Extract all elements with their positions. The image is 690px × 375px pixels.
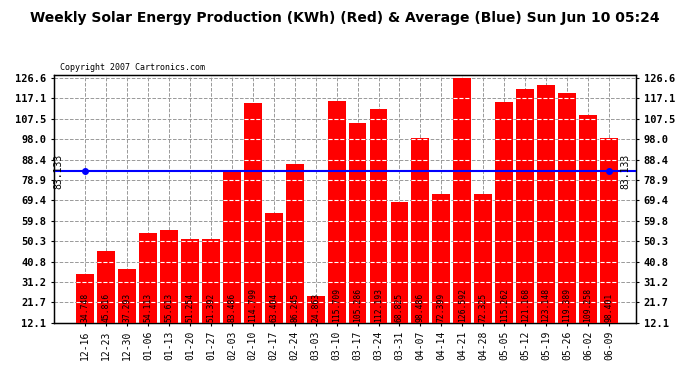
Bar (391, 201, 408, 323)
Bar (160, 230, 178, 323)
Text: Copyright 2007 Cartronics.com: Copyright 2007 Cartronics.com (60, 63, 205, 72)
Text: 54.113: 54.113 (144, 293, 152, 322)
Text: 72.325: 72.325 (479, 293, 488, 322)
Text: 63.404: 63.404 (269, 293, 278, 322)
Text: 105.286: 105.286 (353, 288, 362, 322)
Bar (474, 194, 492, 323)
Text: 72.399: 72.399 (437, 293, 446, 322)
Bar (579, 115, 597, 323)
Bar (558, 93, 576, 323)
Bar (600, 138, 618, 323)
Text: 45.816: 45.816 (101, 293, 111, 322)
Bar (139, 233, 157, 323)
Text: 86.245: 86.245 (290, 293, 299, 322)
Text: Weekly Solar Energy Production (KWh) (Red) & Average (Blue) Sun Jun 10 05:24: Weekly Solar Energy Production (KWh) (Re… (30, 11, 660, 25)
Text: 37.293: 37.293 (123, 293, 132, 322)
Text: 112.193: 112.193 (374, 288, 383, 322)
Text: 83.486: 83.486 (228, 293, 237, 322)
Text: 109.258: 109.258 (584, 288, 593, 322)
Bar (307, 296, 324, 323)
Text: 115.709: 115.709 (332, 288, 341, 322)
Bar (433, 194, 451, 323)
Text: 126.592: 126.592 (457, 288, 466, 322)
Bar (537, 85, 555, 323)
Bar (370, 109, 387, 323)
Bar (202, 239, 220, 323)
Text: 51.254: 51.254 (186, 293, 195, 322)
Text: 51.392: 51.392 (206, 293, 215, 322)
Bar (181, 239, 199, 323)
Text: 68.825: 68.825 (395, 293, 404, 322)
Bar (97, 251, 115, 323)
Text: 121.168: 121.168 (521, 288, 530, 322)
Bar (118, 269, 136, 323)
Bar (265, 213, 283, 323)
Text: 98.486: 98.486 (416, 293, 425, 322)
Bar (223, 170, 241, 323)
Text: 114.799: 114.799 (248, 288, 257, 322)
Bar (286, 164, 304, 323)
Text: 123.148: 123.148 (542, 288, 551, 322)
Bar (348, 123, 366, 323)
Text: 24.863: 24.863 (311, 293, 320, 322)
Text: 83.133: 83.133 (620, 153, 631, 189)
Bar (411, 138, 429, 323)
Text: 98.401: 98.401 (604, 293, 613, 322)
Text: 115.262: 115.262 (500, 288, 509, 322)
Bar (495, 102, 513, 323)
Text: 83.133: 83.133 (53, 153, 63, 189)
Bar (77, 274, 95, 323)
Bar (244, 103, 262, 323)
Text: 34.748: 34.748 (81, 293, 90, 322)
Bar (516, 90, 534, 323)
Text: 55.613: 55.613 (165, 293, 174, 322)
Bar (328, 101, 346, 323)
Bar (453, 78, 471, 323)
Text: 119.389: 119.389 (562, 288, 571, 322)
